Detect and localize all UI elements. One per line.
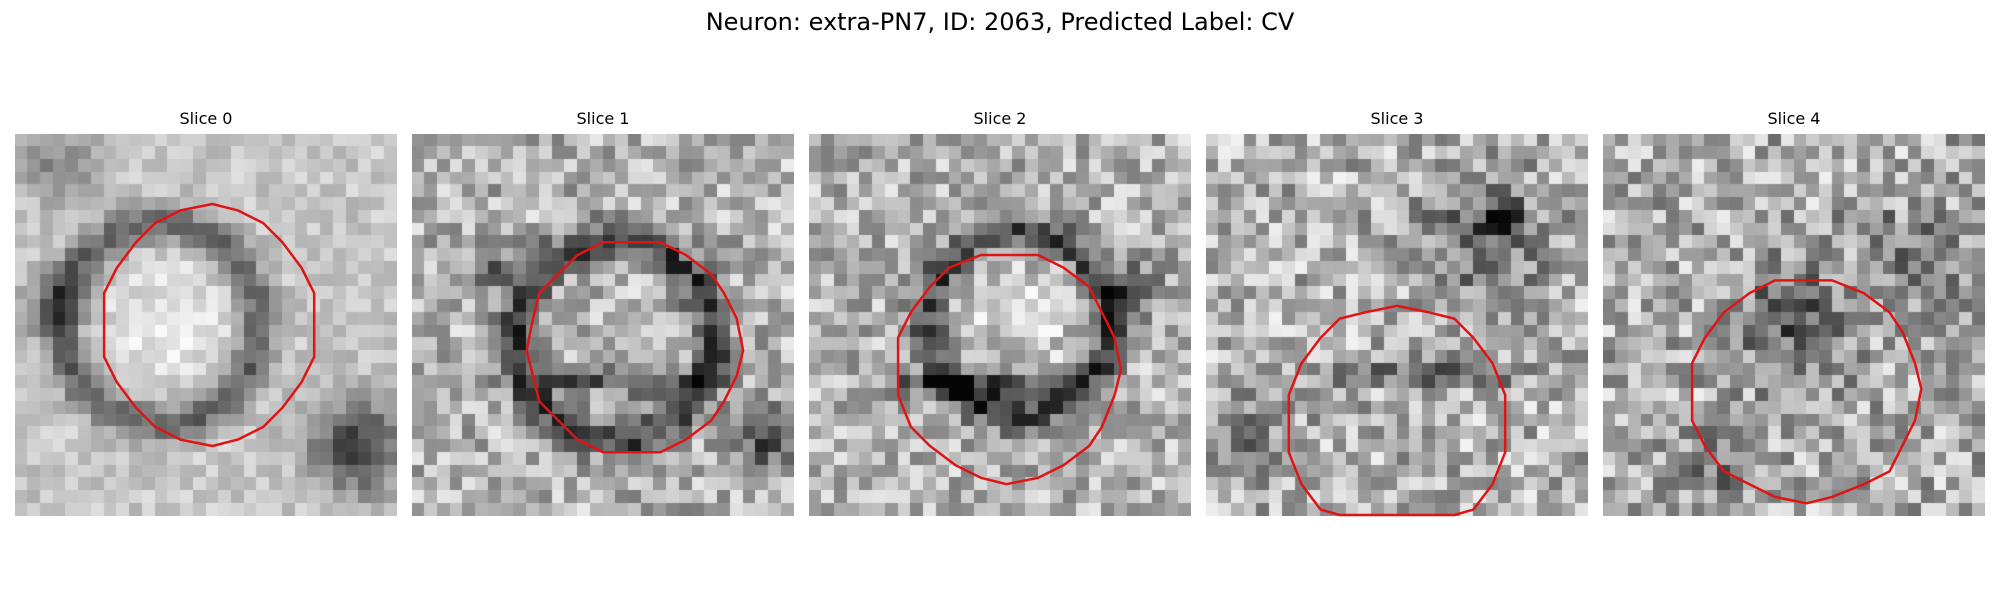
slice-overlay-2 — [896, 253, 1123, 486]
slice-image-2 — [809, 134, 1191, 516]
slice-panel-1: Slice 1 — [412, 104, 794, 516]
slice-title-3: Slice 3 — [1370, 109, 1424, 128]
segmentation-contour-3 — [1287, 304, 1507, 517]
segmentation-contour-1 — [525, 240, 745, 454]
segmentation-contour-4 — [1690, 279, 1923, 505]
segmentation-contour-2 — [896, 253, 1123, 486]
slice-panel-2: Slice 2 — [809, 104, 1191, 516]
slice-panel-3: Slice 3 — [1206, 104, 1588, 517]
figure-title: Neuron: extra-PN7, ID: 2063, Predicted L… — [705, 8, 1295, 36]
slice-overlay-3 — [1287, 304, 1507, 517]
slice-image-0 — [15, 134, 397, 516]
segmentation-contour-0 — [102, 202, 316, 448]
slice-panel-4: Slice 4 — [1603, 104, 1985, 516]
slice-overlay-0 — [102, 202, 316, 448]
slice-overlay-1 — [525, 240, 745, 454]
slice-panel-0: Slice 0 — [15, 104, 397, 516]
slice-image-3 — [1206, 134, 1588, 516]
slice-title-0: Slice 0 — [179, 109, 233, 128]
slice-image-4 — [1603, 134, 1985, 516]
slice-title-4: Slice 4 — [1767, 109, 1821, 128]
slice-overlay-4 — [1690, 279, 1923, 505]
slice-title-2: Slice 2 — [973, 109, 1027, 128]
slice-title-1: Slice 1 — [576, 109, 630, 128]
